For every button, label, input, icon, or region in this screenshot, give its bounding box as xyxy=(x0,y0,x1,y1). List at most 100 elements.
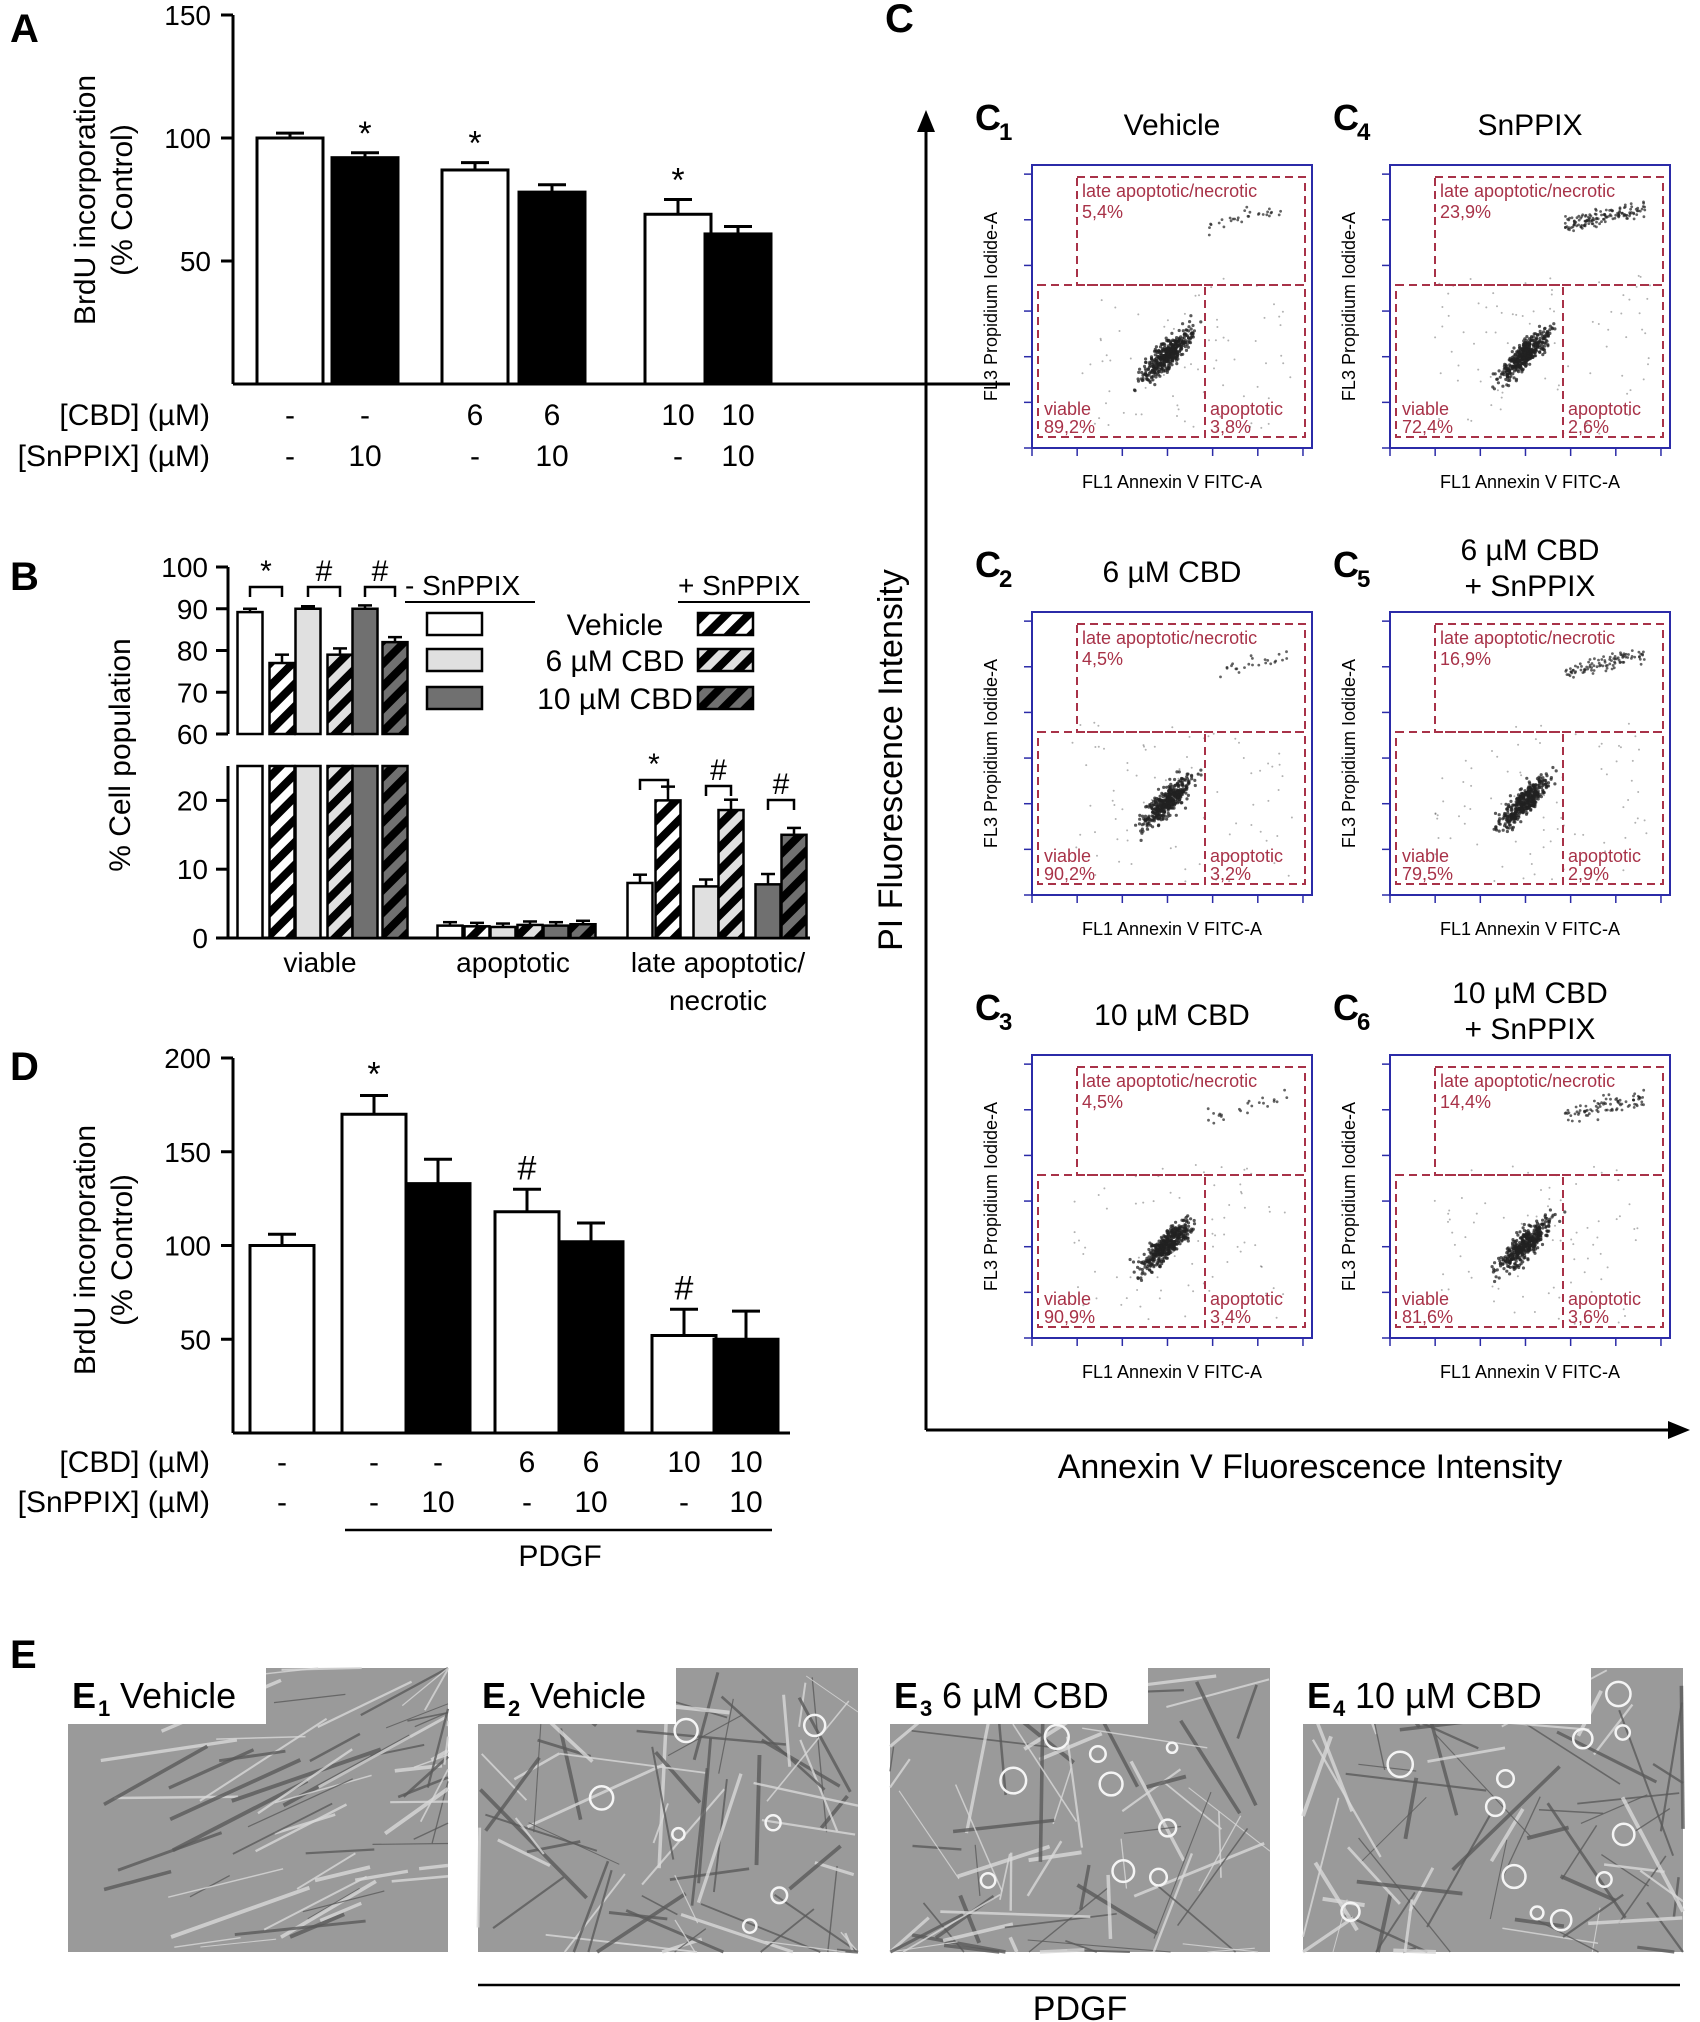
gate-label-late: late apoptotic/necrotic xyxy=(1082,181,1257,201)
micrograph-label: Vehicle xyxy=(120,1675,236,1716)
gate-label-viable: viable xyxy=(1044,846,1091,866)
plot-y-label: FL3 Propidium Iodide-A xyxy=(981,659,1001,848)
snppix-value: - xyxy=(522,1486,532,1519)
legend-swatch xyxy=(425,685,484,711)
micrograph: E 1 Vehicle xyxy=(66,1660,450,1952)
micrograph-label: Vehicle xyxy=(530,1675,646,1716)
y-tick-label: 60 xyxy=(177,719,208,750)
micrograph-id: E xyxy=(482,1675,506,1716)
gate-value-late: 16,9% xyxy=(1440,649,1491,669)
bar xyxy=(440,168,510,386)
plot-title: SnPPIX xyxy=(1477,109,1582,142)
y-tick-label: 20 xyxy=(177,785,208,816)
cbd-value: 10 xyxy=(667,1446,700,1479)
scatter-points xyxy=(1073,1088,1289,1321)
bar-upper xyxy=(351,607,379,736)
cbd-value: 6 xyxy=(467,399,484,432)
significance-mark: * xyxy=(358,115,371,153)
gate-apoptotic xyxy=(1562,731,1664,885)
gate-value-viable: 81,6% xyxy=(1402,1307,1453,1327)
gate-value-apoptotic: 3,8% xyxy=(1210,417,1251,437)
micrograph-id-sub: 1 xyxy=(98,1696,110,1721)
gate-label-apoptotic: apoptotic xyxy=(1568,1289,1641,1309)
plot-x-label: FL1 Annexin V FITC-A xyxy=(1440,1362,1620,1382)
label-backdrop xyxy=(1301,1660,1591,1724)
gate-label-late: late apoptotic/necrotic xyxy=(1440,628,1615,648)
plot-x-label: FL1 Annexin V FITC-A xyxy=(1082,1362,1262,1382)
gate-value-apoptotic: 3,4% xyxy=(1210,1307,1251,1327)
category-label: apoptotic xyxy=(456,947,570,978)
gate-viable xyxy=(1037,731,1206,885)
gate-label-viable: viable xyxy=(1402,399,1449,419)
gate-value-viable: 90,9% xyxy=(1044,1307,1095,1327)
annexin-axis-arrow xyxy=(1668,1421,1690,1439)
gate-value-apoptotic: 3,6% xyxy=(1568,1307,1609,1327)
gate-value-late: 23,9% xyxy=(1440,202,1491,222)
gate-late xyxy=(1434,176,1664,286)
plot-id: C xyxy=(975,97,1001,138)
bar-lower xyxy=(326,764,354,940)
gate-value-late: 14,4% xyxy=(1440,1092,1491,1112)
bar-upper xyxy=(294,607,322,736)
plot-id-sub: 1 xyxy=(999,119,1012,146)
gate-apoptotic xyxy=(1204,284,1306,438)
rounded-cell xyxy=(764,1814,782,1832)
plot-y-label: FL3 Propidium Iodide-A xyxy=(981,1102,1001,1291)
flow-plot: C5 6 µM CBD+ SnPPIX FL1 Annexin V FITC-A FL… xyxy=(1333,534,1671,939)
scatter-points xyxy=(1071,650,1293,883)
gate-viable xyxy=(1037,1174,1206,1328)
plot-id: C xyxy=(975,987,1001,1028)
gate-late xyxy=(1076,623,1306,733)
micrograph-panel: E 1 Vehicle E 2 Vehicle E 3 6 µM CBD E 4 10 µM CBDP… xyxy=(66,1660,1685,2022)
cbd-value: 6 xyxy=(519,1446,536,1479)
legend-swatch xyxy=(425,611,484,637)
gate-label-late: late apoptotic/necrotic xyxy=(1082,628,1257,648)
y-axis-label: (% Control) xyxy=(106,1174,139,1326)
gate-value-late: 4,5% xyxy=(1082,649,1123,669)
bar xyxy=(643,212,713,386)
gate-late xyxy=(1434,1066,1664,1176)
plot-title: + SnPPIX xyxy=(1465,1013,1596,1046)
y-tick-label: 50 xyxy=(180,1324,211,1355)
row-label-snppix: [SnPPIX] (µM) xyxy=(18,1486,210,1519)
gate-label-apoptotic: apoptotic xyxy=(1210,1289,1283,1309)
cbd-value: 10 xyxy=(661,399,694,432)
snppix-value: - xyxy=(285,440,295,473)
y-tick-label: 200 xyxy=(164,1043,211,1074)
snppix-value: 10 xyxy=(421,1486,454,1519)
plot-x-label: FL1 Annexin V FITC-A xyxy=(1082,919,1262,939)
gate-label-apoptotic: apoptotic xyxy=(1568,846,1641,866)
plot-y-label: FL3 Propidium Iodide-A xyxy=(1339,1102,1359,1291)
rounded-cell xyxy=(1549,1908,1573,1932)
label-backdrop xyxy=(476,1660,676,1724)
y-tick-label: 0 xyxy=(192,923,208,954)
gate-label-late: late apoptotic/necrotic xyxy=(1440,1071,1615,1091)
bar-upper xyxy=(381,640,409,736)
bar-upper xyxy=(236,610,264,736)
rounded-cell xyxy=(999,1766,1028,1795)
gate-value-apoptotic: 3,2% xyxy=(1210,864,1251,884)
gate-value-late: 4,5% xyxy=(1082,1092,1123,1112)
snppix-value: - xyxy=(673,440,683,473)
category-label: late apoptotic/ xyxy=(631,947,806,978)
rounded-cell xyxy=(1484,1796,1506,1818)
rounded-cell xyxy=(671,1826,686,1842)
gate-apoptotic xyxy=(1204,1174,1306,1328)
scatter-points xyxy=(1081,205,1292,433)
y-axis-label: % Cell population xyxy=(104,638,137,871)
significance-bracket xyxy=(363,585,397,597)
y-tick-label: 50 xyxy=(180,246,211,277)
significance-bracket xyxy=(638,778,670,790)
gate-apoptotic xyxy=(1562,284,1664,438)
rounded-cell xyxy=(979,1871,997,1889)
legend-swatch-hatched xyxy=(696,647,755,673)
cbd-value: 6 xyxy=(583,1446,600,1479)
y-tick-label: 90 xyxy=(177,594,208,625)
gate-viable xyxy=(1395,1174,1564,1328)
label-backdrop xyxy=(66,1660,266,1724)
y-axis-label: BrdU incorporation xyxy=(69,75,102,325)
bar-lower xyxy=(381,764,409,940)
significance-mark: # xyxy=(316,555,333,588)
plot-frame xyxy=(1031,1054,1313,1339)
